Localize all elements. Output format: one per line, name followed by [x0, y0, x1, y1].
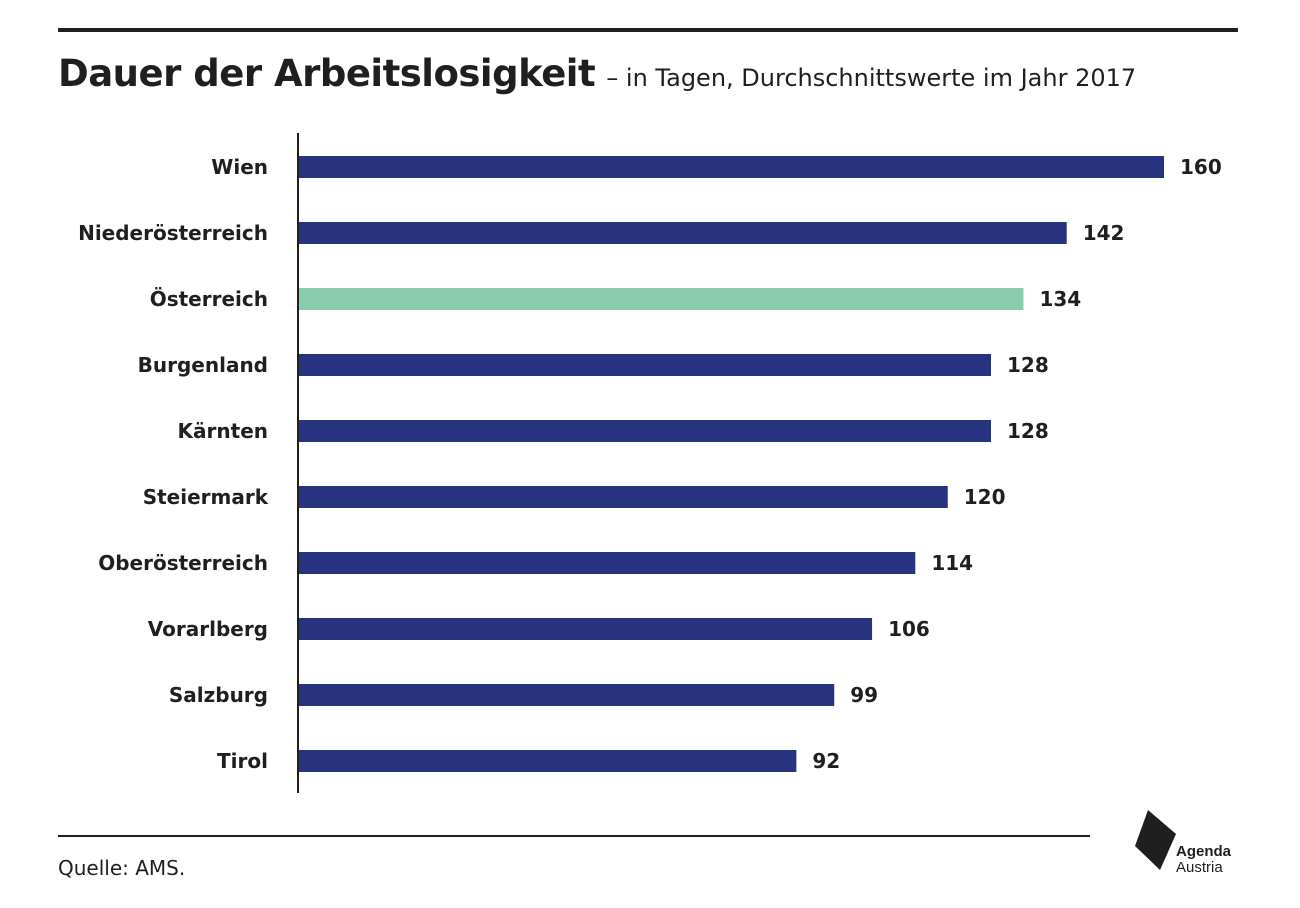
- category-label: Steiermark: [143, 485, 269, 509]
- category-label: Salzburg: [169, 683, 268, 707]
- value-label: 92: [812, 749, 840, 773]
- category-label: Niederösterreich: [78, 221, 268, 245]
- logo-text-austria: Austria: [1176, 859, 1223, 876]
- value-label: 120: [964, 485, 1006, 509]
- source-note: Quelle: AMS.: [58, 856, 186, 880]
- chart-subtitle: – in Tagen, Durchschnittswerte im Jahr 2…: [606, 64, 1137, 92]
- category-label: Tirol: [217, 749, 268, 773]
- category-label: Kärnten: [178, 419, 268, 443]
- value-label: 114: [931, 551, 973, 575]
- bar-0: [299, 156, 1164, 178]
- category-label: Burgenland: [138, 353, 268, 377]
- top-rule: [58, 28, 1238, 32]
- value-label: 160: [1180, 155, 1222, 179]
- chart-title: Dauer der Arbeitslosigkeit: [58, 52, 596, 95]
- title-row: Dauer der Arbeitslosigkeit – in Tagen, D…: [58, 52, 1136, 95]
- category-label: Vorarlberg: [148, 617, 268, 641]
- bar-7: [299, 618, 873, 640]
- category-label: Oberösterreich: [98, 551, 268, 575]
- category-label: Wien: [211, 155, 268, 179]
- logo-text-agenda: Agenda: [1176, 843, 1232, 860]
- category-label: Österreich: [150, 287, 268, 311]
- bar-1: [299, 222, 1067, 244]
- bar-6: [299, 552, 916, 574]
- value-label: 128: [1007, 419, 1049, 443]
- bar-3: [299, 354, 991, 376]
- value-label: 128: [1007, 353, 1049, 377]
- value-label: 134: [1039, 287, 1081, 311]
- bars-group: Wien 160 Niederösterreich 142 Österreich 134 B…: [78, 155, 1222, 773]
- bar-2: [299, 288, 1024, 310]
- bottom-rule: [58, 835, 1090, 837]
- value-label: 142: [1083, 221, 1125, 245]
- bar-8: [299, 684, 835, 706]
- bar-4: [299, 420, 991, 442]
- bar-9: [299, 750, 797, 772]
- value-label: 106: [888, 617, 930, 641]
- value-label: 99: [850, 683, 878, 707]
- agenda-austria-logo: [1135, 810, 1176, 870]
- bar-5: [299, 486, 948, 508]
